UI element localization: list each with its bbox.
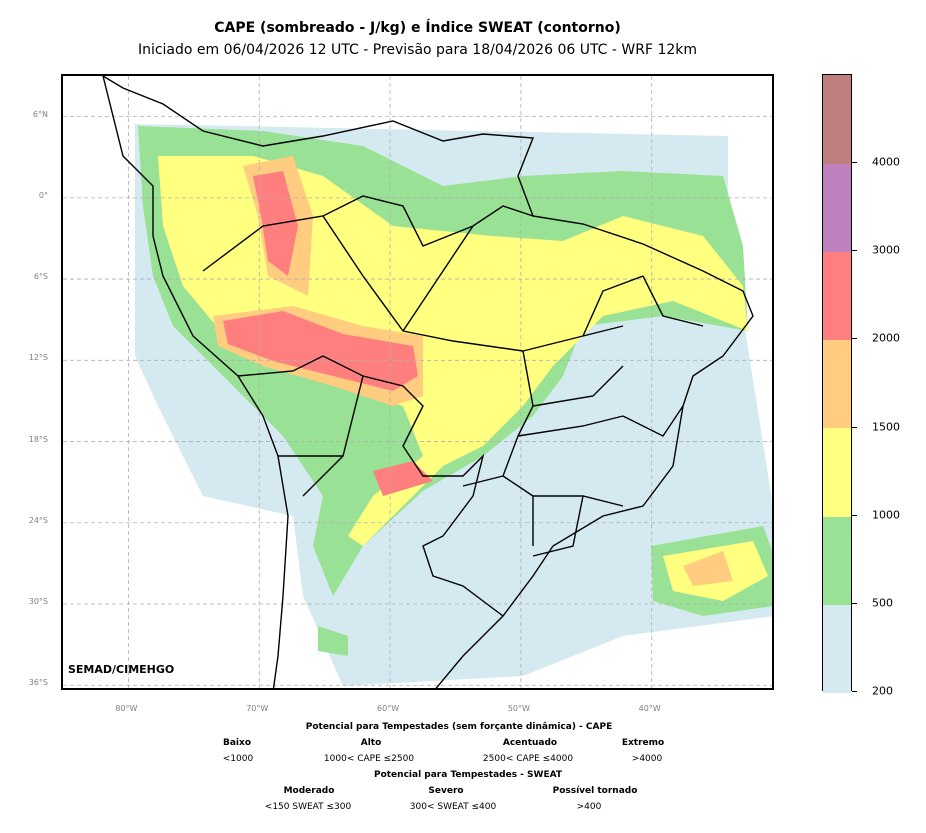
colorbar-tick xyxy=(852,691,857,692)
lon-tick-label: 80°W xyxy=(115,704,138,713)
sweat-legend-title: Potencial para Tempestades - SWEAT xyxy=(373,770,563,780)
sweat-cat-1-name: Moderado xyxy=(283,786,335,796)
cape-cat-1-name: Baixo xyxy=(222,738,252,748)
lat-tick-label: 24°S xyxy=(28,515,48,525)
colorbar-segment xyxy=(823,427,851,517)
cape-region-1500-s xyxy=(683,551,733,586)
colorbar-tick xyxy=(852,250,857,252)
lat-lon-grid xyxy=(63,76,772,688)
colorbar-segment xyxy=(823,163,851,253)
brazil-border xyxy=(202,195,534,617)
map-title: CAPE (sombreado - J/kg) e Índice SWEAT (… xyxy=(214,20,621,36)
cape-cat-4-range: >4000 xyxy=(631,754,663,764)
cape-shading xyxy=(135,124,772,686)
colorbar-label: 1500 xyxy=(872,420,900,434)
lon-tick-label: 50°W xyxy=(507,704,530,713)
lon-tick-label: 60°W xyxy=(377,704,400,713)
colorbar-tick xyxy=(852,162,857,164)
cape-cat-2-name: Alto xyxy=(360,738,382,748)
colorbar-segment xyxy=(823,603,851,693)
lon-tick-label: 70°W xyxy=(246,704,269,713)
colorbar-label: 3000 xyxy=(872,243,900,257)
colorbar-label: 1000 xyxy=(872,508,900,522)
lat-tick-label: 12°S xyxy=(28,353,48,363)
colorbar-tick xyxy=(852,338,857,340)
political-borders xyxy=(102,76,754,688)
lat-tick-label: 36°S xyxy=(28,678,48,688)
map-panel xyxy=(61,74,774,690)
sweat-cat-1-range: <150 SWEAT ≤300 xyxy=(264,802,352,812)
cape-cat-3-name: Acentuado xyxy=(502,738,558,748)
colorbar-tick xyxy=(852,602,857,604)
state-borders xyxy=(278,215,704,557)
cape-map xyxy=(63,76,772,688)
sweat-cat-2-range: 300< SWEAT ≤400 xyxy=(409,802,497,812)
cape-cat-4-name: Extremo xyxy=(621,738,665,748)
lat-tick-label: 6°N xyxy=(32,109,48,119)
colorbar-label: 4000 xyxy=(872,155,900,169)
cape-cat-2-range: 1000< CAPE ≤2500 xyxy=(323,754,415,764)
colorbar-segment xyxy=(823,75,851,164)
cape-legend-title: Potencial para Tempestades (sem forçante… xyxy=(305,722,613,732)
sweat-cat-3-name: Possível tornado xyxy=(552,786,638,796)
map-subtitle: Iniciado em 06/04/2026 12 UTC - Previsão… xyxy=(137,42,698,58)
colorbar-label: 2000 xyxy=(872,331,900,345)
sweat-cat-2-name: Severo xyxy=(428,786,464,796)
colorbar-segment xyxy=(823,339,851,429)
lat-tick-label: 6°S xyxy=(33,272,48,282)
lon-tick-label: 40°W xyxy=(638,704,661,713)
cape-cat-1-range: <1000 xyxy=(222,754,254,764)
cape-region-2000 xyxy=(223,311,418,391)
lat-tick-label: 30°S xyxy=(28,597,48,606)
cape-region-500-west xyxy=(318,626,348,656)
colorbar xyxy=(822,74,852,693)
lat-tick-label: 0° xyxy=(38,190,48,200)
colorbar-tick xyxy=(852,514,857,516)
colorbar-label: 500 xyxy=(872,596,893,610)
colorbar-segment xyxy=(823,515,851,605)
colorbar-label: 200 xyxy=(872,684,893,698)
credit-label: SEMAD/CIMEHGO xyxy=(68,663,175,676)
colorbar-tick xyxy=(852,426,857,428)
cape-cat-3-range: 2500< CAPE ≤4000 xyxy=(482,754,574,764)
lat-tick-label: 18°S xyxy=(28,434,48,444)
sweat-cat-3-range: >400 xyxy=(576,802,602,812)
colorbar-segment xyxy=(823,251,851,341)
